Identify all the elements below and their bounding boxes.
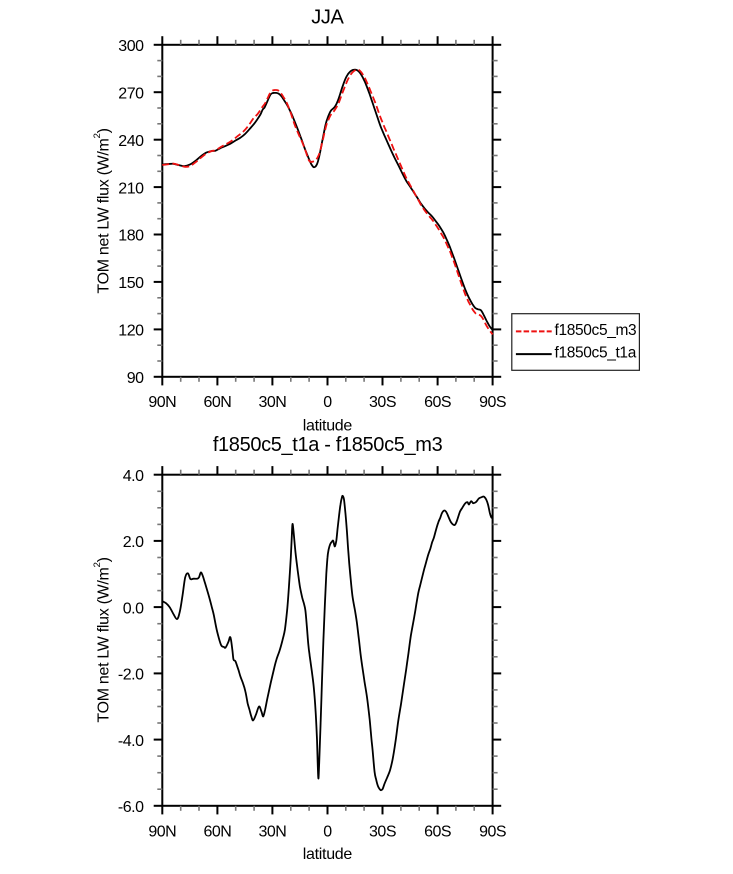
svg-text:90S: 90S <box>479 823 506 840</box>
svg-text:latitude: latitude <box>303 418 353 435</box>
svg-text:60N: 60N <box>203 394 231 411</box>
svg-text:60S: 60S <box>424 394 451 411</box>
svg-text:30N: 30N <box>258 394 286 411</box>
svg-text:JJA: JJA <box>311 6 344 28</box>
svg-text:f1850c5_t1a - f1850c5_m3: f1850c5_t1a - f1850c5_m3 <box>213 434 443 456</box>
svg-text:90N: 90N <box>148 823 176 840</box>
svg-text:-2.0: -2.0 <box>118 667 144 684</box>
svg-text:0.0: 0.0 <box>123 600 144 617</box>
svg-text:0: 0 <box>323 394 332 411</box>
svg-text:TOM net LW flux (W/m2): TOM net LW flux (W/m2) <box>92 557 113 722</box>
svg-text:4.0: 4.0 <box>123 468 144 485</box>
svg-text:90S: 90S <box>479 394 506 411</box>
svg-text:30S: 30S <box>369 823 396 840</box>
svg-text:30N: 30N <box>258 823 286 840</box>
svg-text:120: 120 <box>118 323 144 340</box>
svg-text:60N: 60N <box>203 823 231 840</box>
svg-text:150: 150 <box>118 275 144 292</box>
svg-text:f1850c5_t1a: f1850c5_t1a <box>555 345 637 362</box>
svg-text:90N: 90N <box>148 394 176 411</box>
svg-text:0: 0 <box>323 823 332 840</box>
svg-text:latitude: latitude <box>303 846 353 863</box>
svg-text:-4.0: -4.0 <box>118 733 144 750</box>
svg-text:270: 270 <box>118 85 144 102</box>
svg-text:2.0: 2.0 <box>123 534 144 551</box>
svg-text:TOM net LW flux (W/m2): TOM net LW flux (W/m2) <box>92 128 113 293</box>
svg-text:240: 240 <box>118 133 144 150</box>
svg-text:300: 300 <box>118 38 144 55</box>
svg-text:30S: 30S <box>369 394 396 411</box>
svg-text:180: 180 <box>118 228 144 245</box>
svg-text:90: 90 <box>127 370 144 387</box>
svg-text:f1850c5_m3: f1850c5_m3 <box>555 322 637 339</box>
svg-text:210: 210 <box>118 180 144 197</box>
svg-text:-6.0: -6.0 <box>118 799 144 816</box>
svg-text:60S: 60S <box>424 823 451 840</box>
